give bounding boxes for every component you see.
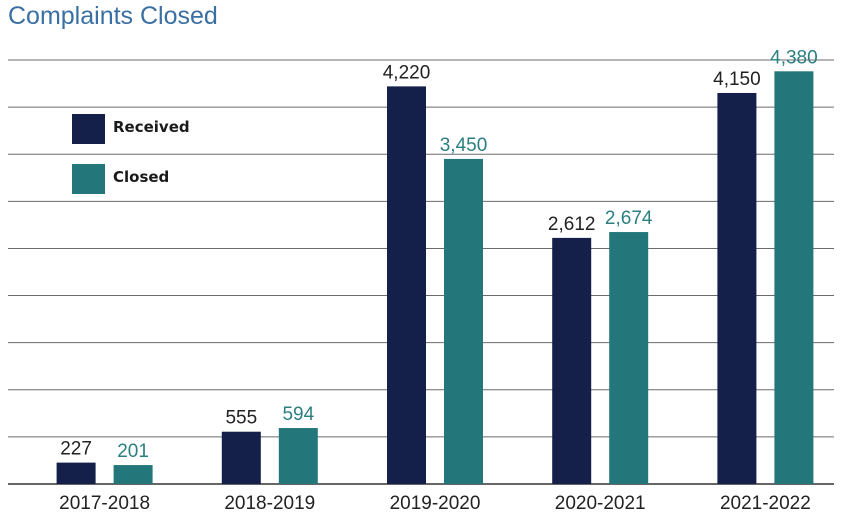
legend-swatch-received [72,114,105,144]
bar-received-2019-2020 [387,86,426,484]
x-tick-label: 2019-2020 [390,493,481,514]
data-label-closed: 3,450 [440,135,488,156]
bar-closed-2018-2019 [278,428,318,484]
chart-title: Complaints Closed [8,2,218,30]
bar-closed-2017-2018 [113,465,153,484]
bar-closed-2020-2021 [609,232,649,484]
bar-closed-2021-2022 [774,71,814,484]
data-label-received: 4,220 [383,62,431,83]
data-label-received: 4,150 [713,69,761,90]
data-label-received: 555 [225,408,257,429]
legend-label-received: Received [113,118,190,136]
bar-received-2017-2018 [56,462,96,484]
data-label-closed: 201 [117,441,149,462]
data-label-closed: 594 [282,404,314,425]
data-label-received: 2,612 [548,214,596,235]
legend-label-closed: Closed [113,168,170,186]
data-label-closed: 2,674 [605,208,653,229]
x-tick-label: 2020-2021 [555,493,646,514]
x-tick-label: 2018-2019 [224,493,315,514]
data-label-closed: 4,380 [770,47,818,68]
legend-swatch-closed [72,164,105,194]
x-tick-label: 2017-2018 [59,493,150,514]
bar-received-2020-2021 [552,237,592,484]
data-label-received: 227 [60,439,92,460]
bar-closed-2019-2020 [444,158,483,484]
x-tick-label: 2021-2022 [720,493,811,514]
bar-received-2021-2022 [717,92,757,484]
bar-received-2018-2019 [221,431,261,484]
